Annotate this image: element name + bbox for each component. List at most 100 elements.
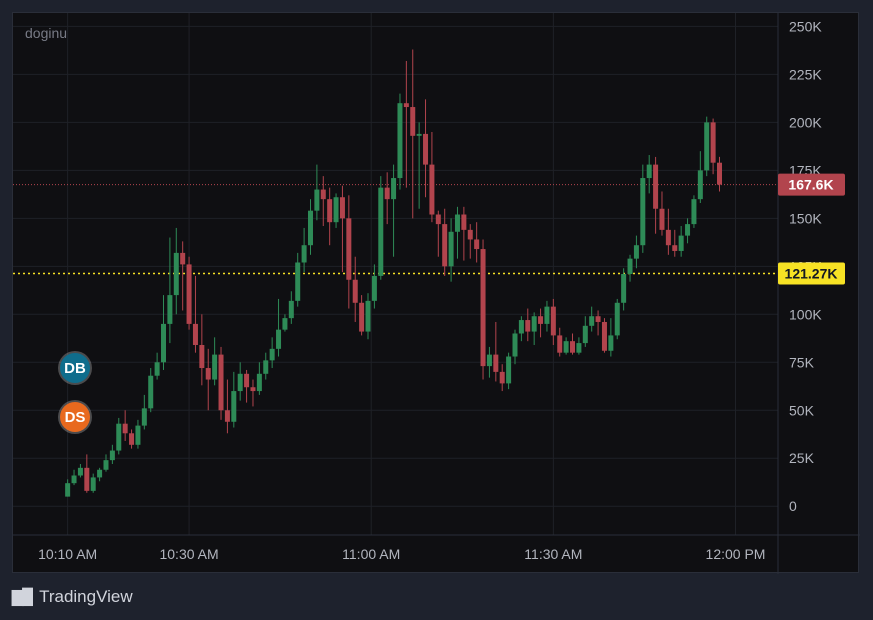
candle-body[interactable]: [256, 373, 262, 392]
candle-body[interactable]: [154, 362, 160, 376]
candle-body[interactable]: [467, 229, 473, 240]
candle-body[interactable]: [276, 329, 282, 349]
candle-body[interactable]: [97, 469, 103, 478]
candle-body[interactable]: [704, 122, 710, 171]
candle-body[interactable]: [359, 302, 365, 332]
chart-panel[interactable]: 025K50K75K100K125K150K175K200K225K250K10…: [12, 12, 860, 574]
candle-body[interactable]: [135, 425, 141, 445]
candle-body[interactable]: [295, 262, 301, 301]
candle-body[interactable]: [244, 373, 250, 388]
candle-body[interactable]: [192, 323, 198, 346]
candle-body[interactable]: [224, 410, 230, 422]
candle-body[interactable]: [84, 467, 90, 491]
candle-body[interactable]: [378, 187, 384, 276]
candle-body[interactable]: [646, 164, 652, 179]
candle-body[interactable]: [333, 197, 339, 223]
candle-body[interactable]: [71, 475, 77, 484]
candle-body[interactable]: [314, 189, 320, 211]
candle-body[interactable]: [205, 368, 211, 380]
candle-body[interactable]: [512, 333, 518, 357]
candle-body[interactable]: [627, 258, 633, 274]
candle-body[interactable]: [659, 208, 665, 230]
candle-body[interactable]: [665, 229, 671, 246]
candle-body[interactable]: [678, 235, 684, 251]
candle-body[interactable]: [570, 341, 576, 353]
candle-body[interactable]: [346, 218, 352, 280]
ds-marker[interactable]: DS: [60, 402, 90, 432]
candle-body[interactable]: [250, 387, 256, 392]
candle-body[interactable]: [480, 249, 486, 367]
candle-body[interactable]: [410, 107, 416, 136]
candle-body[interactable]: [691, 199, 697, 225]
tradingview-branding[interactable]: ▇▉ TradingView: [12, 587, 133, 607]
candle-body[interactable]: [384, 187, 390, 200]
candle-body[interactable]: [544, 306, 550, 324]
candle-body[interactable]: [474, 239, 480, 250]
candle-body[interactable]: [186, 264, 192, 324]
candle-body[interactable]: [180, 252, 186, 265]
candle-body[interactable]: [307, 210, 313, 246]
candle-body[interactable]: [282, 318, 288, 330]
candle-body[interactable]: [199, 345, 205, 369]
candle-body[interactable]: [352, 279, 358, 303]
candle-body[interactable]: [365, 300, 371, 332]
candle-body[interactable]: [65, 483, 71, 497]
candle-body[interactable]: [148, 375, 154, 409]
candlestick-chart[interactable]: 025K50K75K100K125K150K175K200K225K250K10…: [13, 13, 860, 574]
candle-body[interactable]: [122, 423, 128, 434]
candle-body[interactable]: [116, 423, 122, 451]
candle-body[interactable]: [563, 341, 569, 353]
candle-body[interactable]: [339, 197, 345, 219]
candle-body[interactable]: [621, 274, 627, 303]
candle-body[interactable]: [141, 408, 147, 426]
candle-body[interactable]: [237, 373, 243, 392]
candle-body[interactable]: [77, 467, 83, 476]
candle-body[interactable]: [416, 133, 422, 136]
candle-body[interactable]: [129, 433, 135, 445]
candle-body[interactable]: [614, 302, 620, 336]
candle-body[interactable]: [499, 371, 505, 384]
candle-body[interactable]: [448, 231, 454, 267]
candle-body[interactable]: [397, 103, 403, 179]
candle-body[interactable]: [90, 477, 96, 491]
candle-body[interactable]: [717, 162, 722, 185]
candle-body[interactable]: [371, 275, 377, 301]
candle-body[interactable]: [461, 214, 467, 230]
candle-body[interactable]: [391, 178, 397, 200]
candle-body[interactable]: [595, 316, 601, 322]
candle-body[interactable]: [435, 214, 441, 225]
candle-body[interactable]: [288, 300, 294, 319]
candle-body[interactable]: [557, 335, 563, 353]
candle-body[interactable]: [454, 214, 460, 232]
candle-body[interactable]: [403, 103, 409, 108]
candle-body[interactable]: [173, 252, 179, 296]
candle-body[interactable]: [601, 321, 607, 351]
candle-body[interactable]: [525, 320, 531, 332]
candle-body[interactable]: [531, 316, 537, 332]
candle-body[interactable]: [103, 460, 109, 470]
candle-body[interactable]: [263, 360, 269, 374]
candle-body[interactable]: [653, 164, 659, 209]
candle-body[interactable]: [685, 224, 691, 236]
candle-body[interactable]: [493, 354, 499, 372]
candle-body[interactable]: [576, 343, 582, 353]
candle-body[interactable]: [109, 450, 115, 461]
candle-body[interactable]: [640, 178, 646, 246]
candle-body[interactable]: [506, 356, 512, 384]
db-marker[interactable]: DB: [60, 353, 90, 383]
candle-body[interactable]: [518, 320, 524, 334]
candle-body[interactable]: [212, 354, 218, 380]
candle-body[interactable]: [167, 295, 173, 324]
candle-body[interactable]: [327, 199, 333, 223]
candle-body[interactable]: [301, 245, 307, 263]
candle-body[interactable]: [423, 133, 429, 165]
candle-body[interactable]: [582, 325, 588, 344]
candle-body[interactable]: [231, 391, 237, 422]
candle-body[interactable]: [486, 354, 492, 367]
candle-body[interactable]: [269, 348, 275, 361]
candle-body[interactable]: [550, 306, 556, 336]
candle-body[interactable]: [697, 170, 703, 200]
candle-body[interactable]: [429, 164, 435, 215]
candle-body[interactable]: [320, 189, 326, 200]
candle-body[interactable]: [633, 245, 639, 259]
